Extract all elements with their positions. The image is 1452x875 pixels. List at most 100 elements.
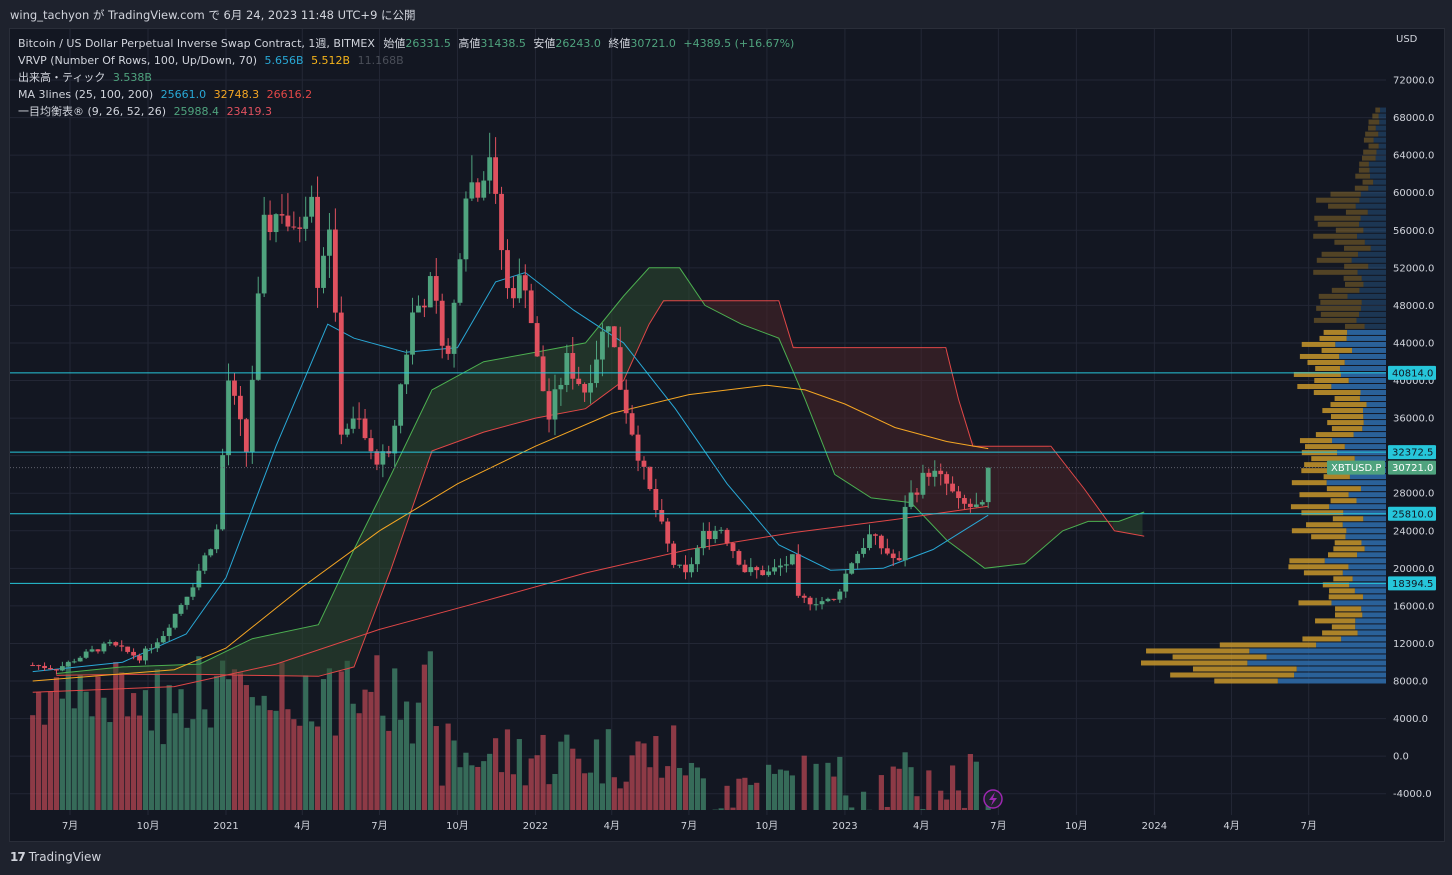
volume-bar (748, 784, 754, 810)
candle-body (232, 380, 237, 396)
candle-body (552, 389, 558, 420)
candle (849, 562, 855, 575)
open-label: 始値 (383, 37, 406, 50)
volume-bar (160, 744, 166, 810)
close-value: 30721.0 (630, 37, 676, 50)
volume-bar (291, 719, 297, 810)
candle-body (190, 587, 196, 597)
candle (421, 298, 427, 318)
candle (801, 593, 807, 603)
ichimoku-span-a-line (56, 267, 1145, 674)
candle (694, 545, 700, 572)
volume-bar (231, 669, 238, 810)
volume-bar (439, 785, 445, 810)
volume-bar (860, 791, 867, 810)
volume-bar (368, 691, 374, 810)
x-tick-label: 7月 (62, 820, 78, 832)
y-tick-label: 16000.0 (1393, 601, 1434, 612)
candle-body (950, 483, 955, 492)
vp-bar-down (1311, 534, 1346, 540)
legend-vrvp-row[interactable]: VRVP (Number Of Rows, 100, Up/Down, 70) … (18, 52, 794, 69)
candle (795, 544, 801, 598)
cloud-segment (1112, 512, 1143, 536)
volume-histogram (30, 651, 991, 810)
legend-symbol-row[interactable]: Bitcoin / US Dollar Perpetual Inverse Sw… (18, 35, 794, 52)
legend-ichimoku-row[interactable]: 一目均衡表® (9, 26, 52, 26) 25988.4 23419.3 (18, 103, 794, 120)
vp-bar-up (1331, 384, 1386, 390)
candle (689, 557, 694, 578)
volume-bar (403, 701, 410, 810)
candle (920, 464, 926, 499)
volume-bar (314, 726, 321, 810)
candle (89, 645, 95, 653)
volume-bar (777, 769, 784, 810)
candle (232, 372, 237, 405)
candle (867, 524, 872, 551)
vp-bar-down (1322, 582, 1350, 588)
candle (706, 522, 712, 550)
candle-body (932, 470, 938, 477)
low-value: 26243.0 (555, 37, 601, 50)
vp-bar-up (1361, 275, 1386, 281)
candle (576, 366, 582, 386)
vp-bar-up (1375, 125, 1386, 131)
tradingview-logo[interactable]: 𝟭𝟳 TradingView (10, 850, 101, 864)
candle (297, 216, 303, 243)
vp-bar-up (1356, 317, 1386, 323)
level-badge: 18394.5 (1388, 576, 1436, 591)
candle-body (956, 491, 961, 499)
currency-label[interactable]: USD (1396, 34, 1418, 45)
vp-bar-up (1368, 161, 1386, 167)
chart-legend: Bitcoin / US Dollar Perpetual Inverse Sw… (18, 35, 794, 120)
legend-ma-row[interactable]: MA 3lines (25, 100, 200) 25661.0 32748.3… (18, 86, 794, 103)
vrvp-label: VRVP (Number Of Rows, 100, Up/Down, 70) (18, 54, 258, 67)
vp-bar-up (1370, 245, 1386, 251)
volume-bar (908, 767, 914, 810)
candle-body (665, 521, 671, 544)
level-badge: 40814.0 (1388, 365, 1436, 380)
x-tick-label: 10月 (1065, 820, 1088, 832)
indicator-lines (32, 271, 989, 693)
volume-bar (961, 807, 968, 810)
volume-bar (225, 679, 232, 810)
candle-body (433, 276, 439, 301)
volume-bar (362, 689, 368, 810)
vp-bar-down (1327, 420, 1364, 426)
legend-volume-row[interactable]: 出来高・ティック 3.538B (18, 69, 794, 86)
volume-bar (534, 755, 540, 810)
volume-bar (973, 761, 979, 810)
volume-bar (688, 762, 695, 810)
lightning-bolt (989, 792, 997, 806)
candle-body (754, 567, 760, 571)
volume-bar (967, 753, 973, 810)
candle-body (463, 198, 469, 260)
candle (226, 363, 231, 466)
candle-body (683, 564, 688, 573)
vp-bar-down (1359, 161, 1369, 167)
candle-body (967, 503, 973, 507)
candle (712, 525, 718, 544)
vp-bar-up (1357, 552, 1386, 558)
volume-bar (273, 710, 279, 810)
candle-body (255, 293, 261, 380)
high-label: 高値 (458, 37, 481, 50)
candle-body (107, 642, 113, 644)
vp-bar-up (1364, 239, 1386, 245)
candle (985, 467, 991, 509)
vp-bar-down (1316, 257, 1352, 263)
candle-body (730, 543, 736, 552)
volume-bar (344, 660, 350, 810)
vp-bar-down (1368, 125, 1376, 131)
candle-body (884, 548, 890, 554)
vp-bar-up (1355, 624, 1386, 630)
candle-body (202, 555, 208, 571)
vp-bar-down (1344, 323, 1365, 329)
ma200-value: 26616.2 (266, 88, 313, 101)
volume-bar (944, 799, 950, 810)
candle (605, 326, 611, 348)
candle-body (914, 492, 920, 495)
candle (101, 641, 107, 654)
candle (356, 402, 362, 429)
candle (784, 555, 789, 573)
